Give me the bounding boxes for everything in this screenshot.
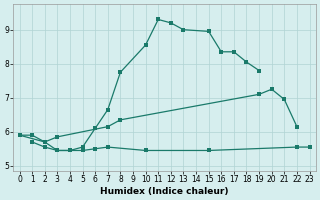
X-axis label: Humidex (Indice chaleur): Humidex (Indice chaleur) — [100, 187, 229, 196]
